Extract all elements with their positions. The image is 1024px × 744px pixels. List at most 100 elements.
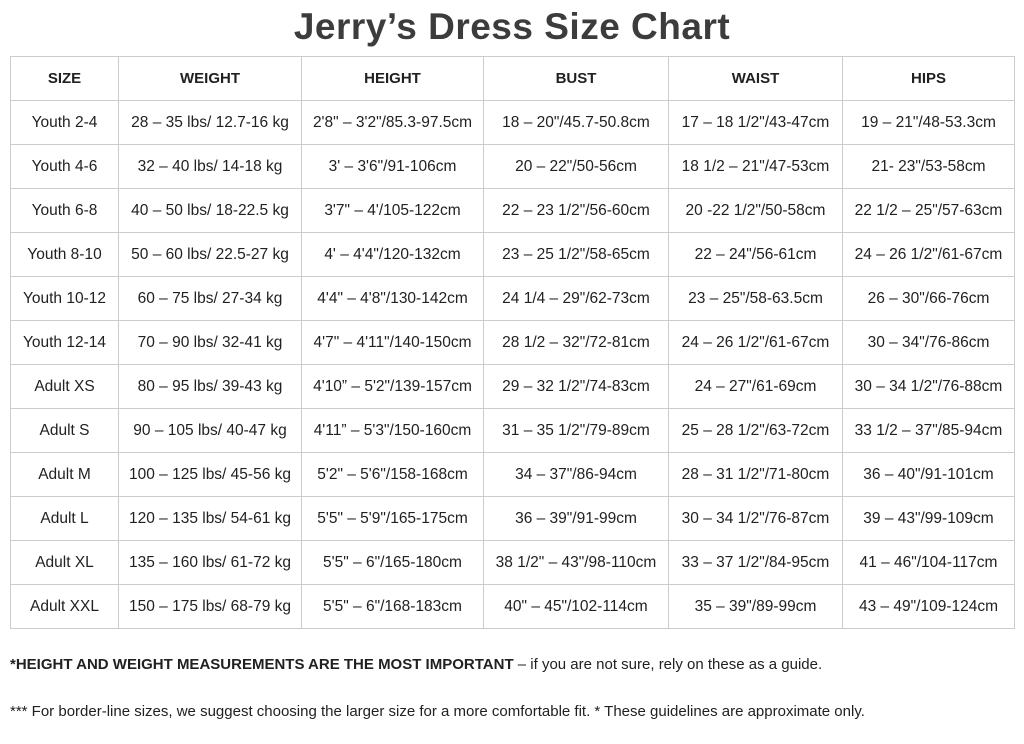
footnote-primary-rest: – if you are not sure, rely on these as … [513, 656, 823, 673]
table-row: Youth 12-14 70 – 90 lbs/ 32-41 kg 4'7" – 4… [10, 320, 1015, 365]
table-cell: 90 – 105 lbs/ 40-47 kg [118, 408, 302, 453]
column-header-height: HEIGHT [301, 56, 484, 101]
table-cell: 23 – 25 1/2"/58-65cm [483, 232, 669, 277]
column-header-bust: BUST [483, 56, 669, 101]
footnote-secondary: *** For border-line sizes, we suggest ch… [10, 703, 865, 720]
table-cell: 150 – 175 lbs/ 68-79 kg [118, 584, 302, 629]
column-header-weight: WEIGHT [118, 56, 302, 101]
table-cell: 33 – 37 1/2"/84-95cm [668, 540, 843, 585]
table-cell: 32 – 40 lbs/ 14-18 kg [118, 144, 302, 189]
table-cell: 30 – 34 1/2"/76-88cm [842, 364, 1015, 409]
table-cell: 60 – 75 lbs/ 27-34 kg [118, 276, 302, 321]
table-row: Youth 8-10 50 – 60 lbs/ 22.5-27 kg 4' – 4'… [10, 232, 1015, 277]
table-cell: 40" – 45"/102-114cm [483, 584, 669, 629]
table-cell: Youth 2-4 [10, 100, 119, 145]
table-cell: Youth 4-6 [10, 144, 119, 189]
table-cell: 4'11” – 5'3"/150-160cm [301, 408, 484, 453]
table-cell: 29 – 32 1/2"/74-83cm [483, 364, 669, 409]
table-cell: 22 – 24"/56-61cm [668, 232, 843, 277]
table-cell: 33 1/2 – 37"/85-94cm [842, 408, 1015, 453]
table-cell: 35 – 39"/89-99cm [668, 584, 843, 629]
table-cell: Adult XL [10, 540, 119, 585]
table-cell: 24 – 27"/61-69cm [668, 364, 843, 409]
table-cell: 19 – 21"/48-53.3cm [842, 100, 1015, 145]
table-cell: 43 – 49"/109-124cm [842, 584, 1015, 629]
size-chart-table: SIZE WEIGHT HEIGHT BUST WAIST HIPS Youth… [10, 56, 1015, 629]
table-row: Adult M 100 – 125 lbs/ 45-56 kg 5'2" – 5'6… [10, 452, 1015, 497]
table-cell: 70 – 90 lbs/ 32-41 kg [118, 320, 302, 365]
footnote-primary: *HEIGHT AND WEIGHT MEASUREMENTS ARE THE … [10, 656, 1014, 673]
table-cell: 36 – 40"/91-101cm [842, 452, 1015, 497]
table-cell: 50 – 60 lbs/ 22.5-27 kg [118, 232, 302, 277]
table-cell: Adult XXL [10, 584, 119, 629]
table-cell: 5'5" – 5'9"/165-175cm [301, 496, 484, 541]
table-cell: 28 – 35 lbs/ 12.7-16 kg [118, 100, 302, 145]
table-cell: 20 – 22"/50-56cm [483, 144, 669, 189]
column-header-size: SIZE [10, 56, 119, 101]
table-cell: Youth 8-10 [10, 232, 119, 277]
table-cell: 26 – 30"/66-76cm [842, 276, 1015, 321]
table-cell: 36 – 39"/91-99cm [483, 496, 669, 541]
table-cell: 39 – 43"/99-109cm [842, 496, 1015, 541]
table-row: Adult S 90 – 105 lbs/ 40-47 kg 4'11” – 5'3… [10, 408, 1015, 453]
table-row: Adult L 120 – 135 lbs/ 54-61 kg 5'5" – 5'9… [10, 496, 1015, 541]
column-header-hips: HIPS [842, 56, 1015, 101]
table-header-row: SIZE WEIGHT HEIGHT BUST WAIST HIPS [10, 56, 1015, 101]
table-cell: 5'5" – 6"/165-180cm [301, 540, 484, 585]
table-cell: 30 – 34 1/2"/76-87cm [668, 496, 843, 541]
table-cell: 24 1/4 – 29"/62-73cm [483, 276, 669, 321]
table-cell: Adult XS [10, 364, 119, 409]
footnote-primary-bold: *HEIGHT AND WEIGHT MEASUREMENTS ARE THE … [10, 656, 514, 673]
table-cell: 28 1/2 – 32"/72-81cm [483, 320, 669, 365]
table-cell: 5'5" – 6"/168-183cm [301, 584, 484, 629]
table-cell: 3' – 3'6"/91-106cm [301, 144, 484, 189]
table-cell: 22 – 23 1/2"/56-60cm [483, 188, 669, 233]
table-cell: 2'8" – 3'2"/85.3-97.5cm [301, 100, 484, 145]
table-cell: 18 – 20"/45.7-50.8cm [483, 100, 669, 145]
table-cell: 38 1/2" – 43"/98-110cm [483, 540, 669, 585]
table-cell: Adult L [10, 496, 119, 541]
table-cell: 40 – 50 lbs/ 18-22.5 kg [118, 188, 302, 233]
table-cell: 20 -22 1/2"/50-58cm [668, 188, 843, 233]
table-cell: 4'10” – 5'2"/139-157cm [301, 364, 484, 409]
table-cell: 41 – 46"/104-117cm [842, 540, 1015, 585]
column-header-waist: WAIST [668, 56, 843, 101]
table-cell: 80 – 95 lbs/ 39-43 kg [118, 364, 302, 409]
table-cell: Adult S [10, 408, 119, 453]
table-row: Youth 4-6 32 – 40 lbs/ 14-18 kg 3' – 3'6"/… [10, 144, 1015, 189]
table-cell: 4' – 4'4"/120-132cm [301, 232, 484, 277]
table-cell: 100 – 125 lbs/ 45-56 kg [118, 452, 302, 497]
table-cell: 3'7" – 4'/105-122cm [301, 188, 484, 233]
table-cell: 25 – 28 1/2"/63-72cm [668, 408, 843, 453]
table-cell: 18 1/2 – 21"/47-53cm [668, 144, 843, 189]
table-row: Youth 10-12 60 – 75 lbs/ 27-34 kg 4'4" – 4… [10, 276, 1015, 321]
table-cell: 30 – 34"/76-86cm [842, 320, 1015, 365]
table-cell: Youth 6-8 [10, 188, 119, 233]
table-cell: 17 – 18 1/2"/43-47cm [668, 100, 843, 145]
table-row: Adult XS 80 – 95 lbs/ 39-43 kg 4'10” – 5'2… [10, 364, 1015, 409]
table-cell: 135 – 160 lbs/ 61-72 kg [118, 540, 302, 585]
table-cell: 5'2" – 5'6"/158-168cm [301, 452, 484, 497]
table-cell: 23 – 25"/58-63.5cm [668, 276, 843, 321]
table-row: Adult XXL 150 – 175 lbs/ 68-79 kg 5'5" – 6… [10, 584, 1015, 629]
table-cell: 31 – 35 1/2"/79-89cm [483, 408, 669, 453]
table-cell: 24 – 26 1/2"/61-67cm [842, 232, 1015, 277]
table-cell: 120 – 135 lbs/ 54-61 kg [118, 496, 302, 541]
table-cell: 21- 23"/53-58cm [842, 144, 1015, 189]
table-cell: Adult M [10, 452, 119, 497]
table-row: Youth 2-4 28 – 35 lbs/ 12.7-16 kg 2'8" – 3… [10, 100, 1015, 145]
table-row: Youth 6-8 40 – 50 lbs/ 18-22.5 kg 3'7" – 4… [10, 188, 1015, 233]
table-cell: 4'4" – 4'8"/130-142cm [301, 276, 484, 321]
table-row: Adult XL 135 – 160 lbs/ 61-72 kg 5'5" – 6"… [10, 540, 1015, 585]
table-cell: Youth 12-14 [10, 320, 119, 365]
table-body: Youth 2-4 28 – 35 lbs/ 12.7-16 kg 2'8" – 3… [10, 100, 1015, 629]
table-cell: 4'7" – 4'11"/140-150cm [301, 320, 484, 365]
table-cell: 24 – 26 1/2"/61-67cm [668, 320, 843, 365]
table-cell: 22 1/2 – 25"/57-63cm [842, 188, 1015, 233]
table-cell: Youth 10-12 [10, 276, 119, 321]
footnotes: *HEIGHT AND WEIGHT MEASUREMENTS ARE THE … [10, 656, 1014, 720]
page-title: Jerry’s Dress Size Chart [293, 6, 731, 47]
table-cell: 28 – 31 1/2"/71-80cm [668, 452, 843, 497]
table-cell: 34 – 37"/86-94cm [483, 452, 669, 497]
